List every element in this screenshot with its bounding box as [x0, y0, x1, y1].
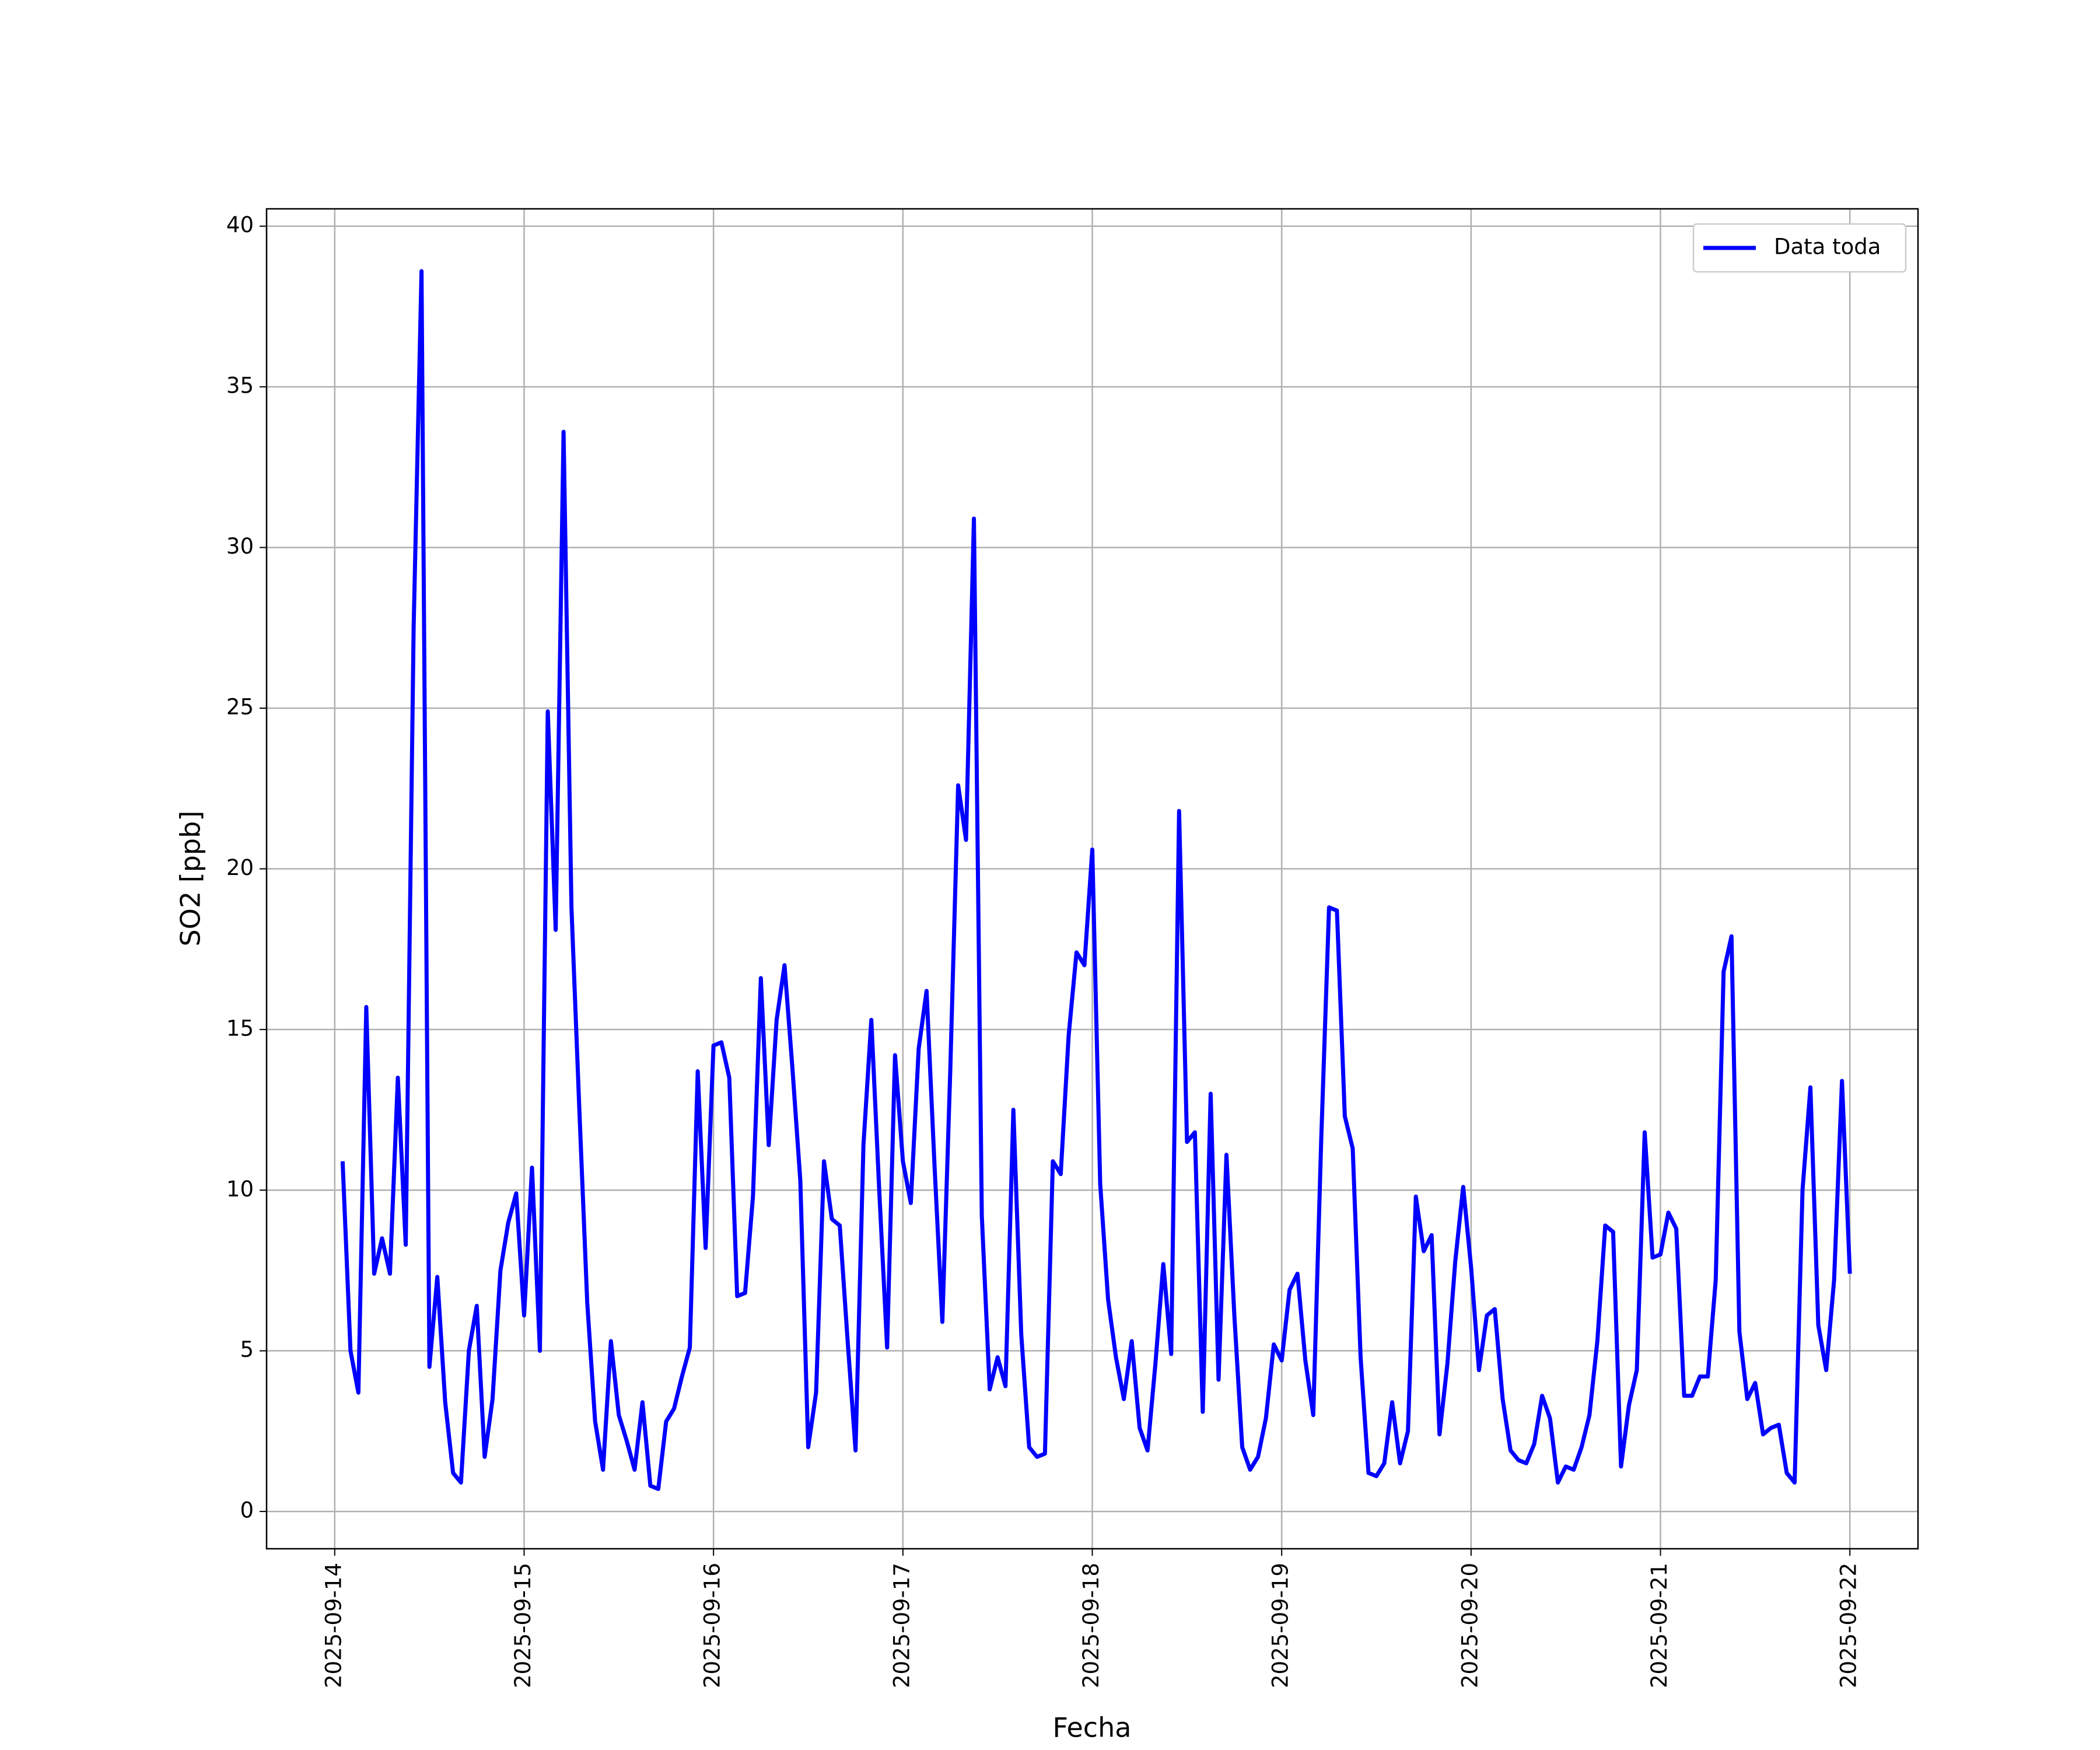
y-tick-label: 40: [226, 212, 254, 237]
x-tick-label: 2025-09-15: [510, 1563, 536, 1688]
y-tick-label: 15: [226, 1016, 254, 1041]
x-tick-label: 2025-09-20: [1457, 1563, 1482, 1688]
x-tick-label: 2025-09-17: [889, 1563, 914, 1688]
y-tick-label: 30: [226, 534, 254, 559]
plot-frame: [265, 208, 1919, 1550]
legend-label: Data toda: [1774, 235, 1881, 260]
x-tick-label: 2025-09-21: [1647, 1563, 1672, 1688]
y-tick-label: 10: [226, 1177, 254, 1202]
y-tick-label: 0: [240, 1498, 254, 1523]
y-tick-label: 25: [226, 695, 254, 720]
data-line: [340, 269, 1852, 1492]
legend-box: [1692, 223, 1907, 273]
y-axis-label: SO2 [ppb]: [175, 811, 206, 947]
x-tick-label: 2025-09-14: [321, 1563, 346, 1688]
y-tick-label: 20: [226, 855, 254, 880]
legend: Data toda: [1692, 223, 1907, 273]
y-tick-label: 5: [240, 1337, 254, 1362]
x-tick-label: 2025-09-18: [1079, 1563, 1104, 1688]
x-tick-label: 2025-09-16: [700, 1563, 725, 1688]
x-tick-label: 2025-09-22: [1836, 1563, 1861, 1688]
x-axis-label: Fecha: [1053, 1712, 1132, 1744]
y-tick-label: 35: [226, 373, 254, 398]
x-tick-label: 2025-09-19: [1268, 1563, 1293, 1688]
